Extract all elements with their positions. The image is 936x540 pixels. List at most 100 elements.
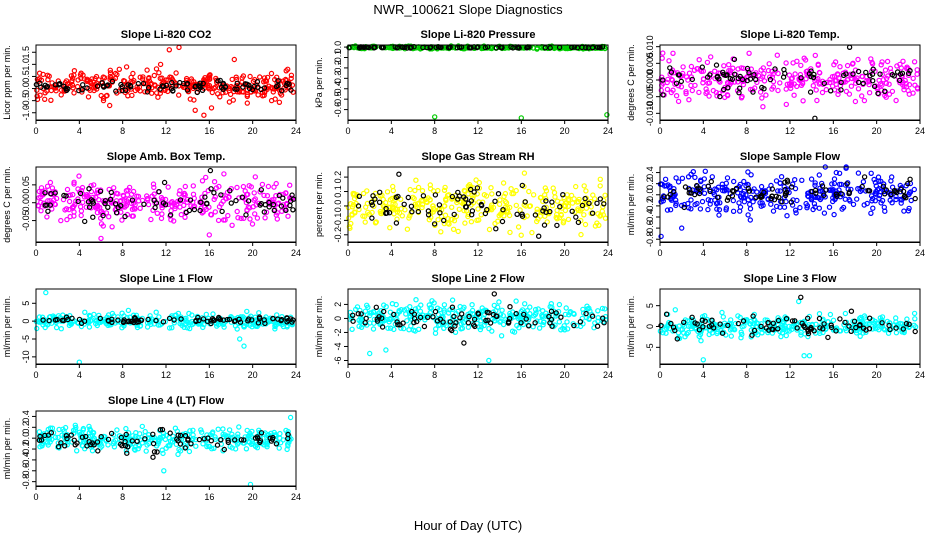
data-point	[64, 442, 71, 448]
data-point	[251, 211, 258, 217]
data-point	[461, 187, 467, 194]
data-point	[692, 191, 698, 198]
data-point	[660, 92, 666, 98]
data-point	[757, 89, 764, 95]
data-point	[573, 214, 579, 220]
data-point	[239, 194, 245, 200]
x-tick-label: 4	[77, 370, 82, 380]
data-point	[190, 191, 197, 197]
data-point	[507, 204, 513, 211]
data-point	[144, 195, 151, 202]
data-point	[577, 319, 584, 325]
data-point	[674, 336, 681, 342]
data-point	[787, 82, 794, 89]
data-point	[240, 183, 247, 190]
data-point	[518, 232, 524, 238]
data-point	[151, 191, 157, 197]
data-point	[483, 317, 489, 324]
data-point	[905, 180, 911, 187]
data-point	[899, 81, 906, 88]
data-point	[106, 102, 113, 109]
data-point	[208, 186, 214, 192]
data-point	[658, 322, 664, 329]
data-point	[828, 88, 834, 94]
y-tick-label: 0.005	[645, 52, 655, 75]
data-point	[777, 80, 783, 86]
data-point	[893, 330, 900, 336]
data-point	[705, 74, 711, 80]
data-point	[581, 183, 587, 189]
data-point	[191, 97, 197, 103]
data-point	[137, 205, 143, 211]
data-point	[705, 183, 712, 189]
data-point	[781, 326, 787, 333]
data-point	[81, 76, 88, 82]
data-point	[218, 437, 224, 443]
y-tick-label: 5	[21, 301, 31, 306]
data-point	[532, 306, 539, 313]
data-point	[404, 318, 410, 324]
data-point	[198, 429, 205, 435]
data-point	[513, 310, 519, 317]
series-all	[658, 50, 921, 110]
data-point	[252, 174, 258, 180]
x-tick-label: 4	[389, 248, 394, 258]
data-point	[155, 94, 161, 100]
data-point	[220, 426, 226, 432]
data-point	[251, 83, 257, 90]
data-point	[911, 186, 918, 193]
data-point	[714, 206, 720, 212]
data-point	[754, 79, 760, 86]
data-point	[265, 183, 272, 190]
data-point	[105, 213, 112, 220]
data-point	[671, 185, 677, 192]
data-point	[468, 45, 474, 51]
data-point	[76, 173, 82, 179]
data-point	[125, 307, 132, 314]
data-point	[244, 92, 251, 98]
data-point	[869, 326, 876, 332]
data-point	[697, 206, 704, 212]
data-point	[808, 68, 814, 74]
data-point	[81, 194, 88, 200]
data-point	[769, 86, 775, 92]
y-tick-label: 0.00	[21, 194, 31, 212]
data-point	[493, 45, 499, 51]
x-tick-label: 8	[120, 370, 125, 380]
data-point	[48, 97, 54, 104]
data-point	[493, 225, 499, 232]
data-point	[154, 210, 160, 216]
data-point	[769, 186, 776, 192]
series-all	[34, 44, 296, 118]
data-point	[883, 75, 890, 82]
data-point	[819, 183, 826, 189]
data-point	[183, 77, 190, 84]
data-point	[726, 61, 732, 68]
x-tick-label: 4	[77, 248, 82, 258]
panel-title: Slope Li-820 Temp.	[740, 29, 839, 41]
data-point	[731, 178, 737, 185]
data-point	[859, 183, 865, 190]
data-point	[238, 215, 244, 222]
y-tick-label: -0.5	[333, 91, 343, 107]
data-point	[137, 88, 143, 94]
data-point	[597, 176, 604, 182]
data-point	[187, 197, 194, 203]
data-point	[66, 198, 73, 205]
data-point	[148, 216, 154, 223]
y-tick-label: 0.4	[21, 410, 31, 423]
data-point	[79, 184, 86, 191]
data-point	[216, 204, 223, 210]
data-point	[105, 442, 111, 448]
data-point	[199, 178, 206, 184]
data-point	[373, 304, 379, 310]
x-tick-label: 24	[291, 126, 301, 136]
data-point	[556, 301, 563, 308]
data-point	[144, 442, 150, 448]
data-point	[279, 87, 285, 94]
data-point	[225, 439, 231, 445]
data-point	[220, 89, 226, 96]
x-tick-label: 16	[516, 248, 526, 258]
data-point	[413, 177, 419, 183]
